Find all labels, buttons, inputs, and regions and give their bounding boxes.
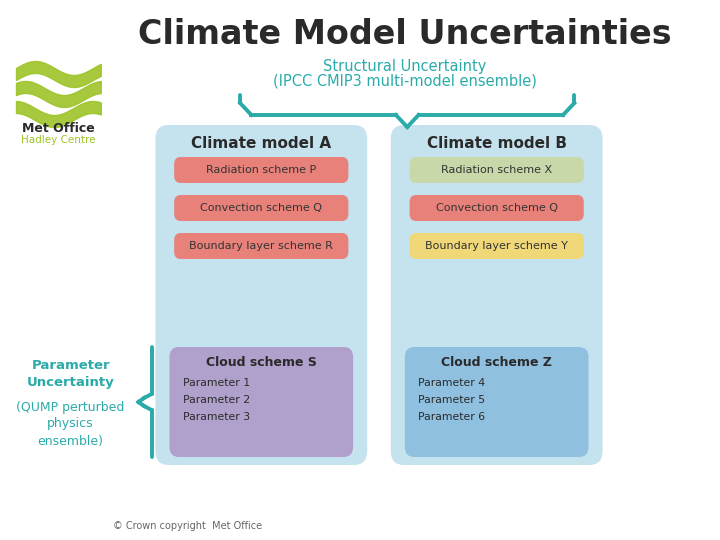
FancyBboxPatch shape: [169, 347, 353, 457]
Text: Boundary layer scheme Y: Boundary layer scheme Y: [426, 241, 568, 251]
Text: Parameter 6: Parameter 6: [418, 412, 485, 422]
Text: Cloud scheme Z: Cloud scheme Z: [441, 356, 552, 369]
FancyBboxPatch shape: [174, 157, 348, 183]
Text: © Crown copyright  Met Office: © Crown copyright Met Office: [113, 521, 262, 531]
Text: Radiation scheme X: Radiation scheme X: [441, 165, 552, 175]
FancyBboxPatch shape: [391, 125, 603, 465]
Text: Structural Uncertainty: Structural Uncertainty: [323, 59, 487, 75]
Text: Boundary layer scheme R: Boundary layer scheme R: [189, 241, 333, 251]
Text: Parameter 4: Parameter 4: [418, 378, 485, 388]
Text: Climate model A: Climate model A: [192, 136, 331, 151]
Text: Hadley Centre: Hadley Centre: [21, 135, 96, 145]
Text: Met Office: Met Office: [22, 122, 95, 134]
Text: Convection scheme Q: Convection scheme Q: [200, 203, 323, 213]
Text: Cloud scheme S: Cloud scheme S: [206, 356, 317, 369]
FancyBboxPatch shape: [410, 195, 584, 221]
Text: Parameter
Uncertainty: Parameter Uncertainty: [27, 359, 114, 389]
Text: Climate Model Uncertainties: Climate Model Uncertainties: [138, 18, 672, 51]
FancyBboxPatch shape: [156, 125, 367, 465]
Text: Climate model B: Climate model B: [427, 136, 567, 151]
Text: Radiation scheme P: Radiation scheme P: [206, 165, 316, 175]
Text: (QUMP perturbed
physics
ensemble): (QUMP perturbed physics ensemble): [17, 401, 125, 448]
Text: Parameter 2: Parameter 2: [183, 395, 250, 405]
Text: Convection scheme Q: Convection scheme Q: [436, 203, 558, 213]
Text: Parameter 1: Parameter 1: [183, 378, 250, 388]
FancyBboxPatch shape: [174, 233, 348, 259]
FancyBboxPatch shape: [410, 157, 584, 183]
FancyBboxPatch shape: [405, 347, 588, 457]
Text: Parameter 5: Parameter 5: [418, 395, 485, 405]
Text: Parameter 3: Parameter 3: [183, 412, 250, 422]
Text: (IPCC CMIP3 multi-model ensemble): (IPCC CMIP3 multi-model ensemble): [273, 73, 537, 89]
FancyBboxPatch shape: [410, 233, 584, 259]
FancyBboxPatch shape: [174, 195, 348, 221]
